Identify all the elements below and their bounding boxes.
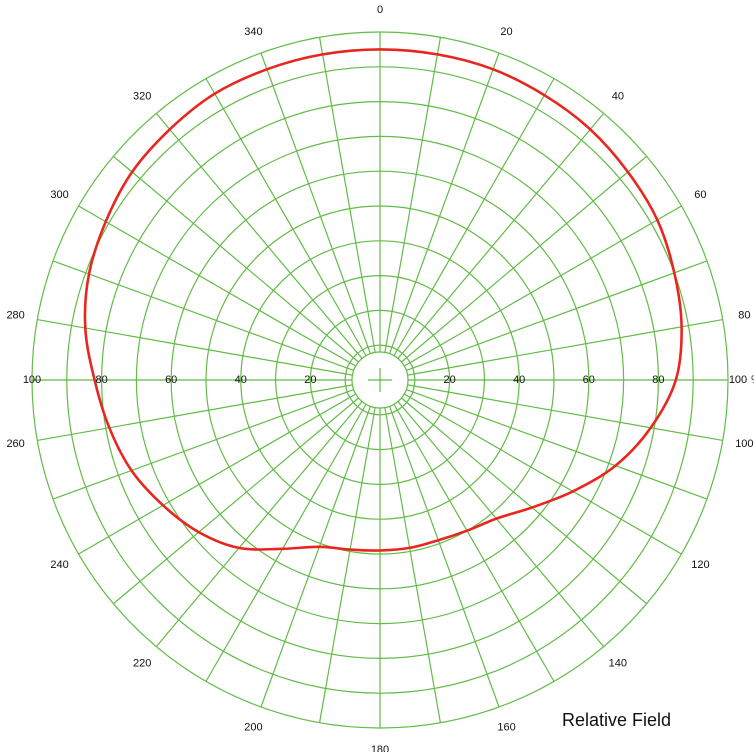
angle-tick-label: 340	[244, 26, 262, 38]
radial-tick-label: 60	[165, 374, 177, 386]
angle-tick-label: 140	[609, 657, 627, 669]
grid-spoke	[403, 205, 682, 367]
grid-spoke	[384, 37, 442, 353]
grid-spoke	[113, 397, 359, 605]
angle-tick-label: 20	[500, 26, 512, 38]
grid-spoke	[389, 406, 500, 708]
angle-tick-label: 80	[738, 310, 750, 322]
grid-spoke	[205, 403, 367, 682]
angle-tick-label: 120	[691, 559, 709, 571]
grid-spoke	[397, 113, 605, 359]
grid-spoke	[78, 393, 357, 555]
grid-spoke	[407, 384, 723, 442]
grid-spoke	[37, 318, 353, 376]
radial-unit-label: %	[751, 374, 754, 386]
angle-tick-label: 40	[612, 90, 624, 102]
radial-tick-label: 20	[304, 374, 316, 386]
grid-spoke	[205, 78, 367, 357]
grid-spoke	[113, 155, 359, 363]
grid-spoke	[401, 155, 647, 363]
radial-tick-label: 40	[235, 374, 247, 386]
grid-spoke	[406, 260, 708, 371]
angle-tick-label: 300	[50, 189, 68, 201]
angle-tick-label: 200	[244, 722, 262, 734]
grid-spoke	[318, 37, 376, 353]
grid-spoke	[78, 205, 357, 367]
radial-tick-label: 100	[23, 374, 41, 386]
angle-tick-label: 280	[6, 310, 24, 322]
radial-tick-label: 80	[95, 374, 107, 386]
grid-spoke	[393, 403, 555, 682]
angle-tick-label: 240	[50, 559, 68, 571]
grid-spoke	[318, 407, 376, 723]
angle-tick-label: 320	[133, 90, 151, 102]
grid-spoke	[389, 52, 500, 354]
grid-spoke	[407, 318, 723, 376]
angle-tick-label: 180	[371, 744, 389, 752]
field-boundary-line	[83, 48, 683, 552]
grid-spoke	[52, 389, 354, 500]
radial-tick-label: 100	[729, 374, 747, 386]
radial-tick-label: 80	[652, 374, 664, 386]
grid-spoke	[155, 401, 363, 647]
radial-tick-label: 20	[443, 374, 455, 386]
grid-spoke	[401, 397, 647, 605]
grid-spoke	[406, 389, 708, 500]
chart-caption: Relative Field	[562, 710, 671, 730]
angle-tick-label: 60	[694, 189, 706, 201]
grid-spoke	[155, 113, 363, 359]
tick-labels: 0 20 40 60 80 100 120 140 160 180 200 220 240 260 280 3…	[6, 4, 754, 752]
grid-spoke	[393, 78, 555, 357]
grid-spoke	[397, 401, 605, 647]
grid-spoke	[260, 406, 371, 708]
grid-spoke	[37, 384, 353, 442]
angle-tick-label: 160	[497, 722, 515, 734]
series-layer	[83, 48, 683, 552]
angle-tick-label: 220	[133, 657, 151, 669]
radial-tick-label: 40	[513, 374, 525, 386]
grid-spoke	[384, 407, 442, 723]
grid-spoke	[52, 260, 354, 371]
grid-spoke	[260, 52, 371, 354]
polar-grid	[31, 31, 729, 729]
angle-tick-label: 260	[6, 438, 24, 450]
grid-spoke	[403, 393, 682, 555]
angle-tick-label: 100	[735, 438, 753, 450]
angle-tick-label: 0	[377, 4, 383, 16]
radial-tick-label: 60	[583, 374, 595, 386]
